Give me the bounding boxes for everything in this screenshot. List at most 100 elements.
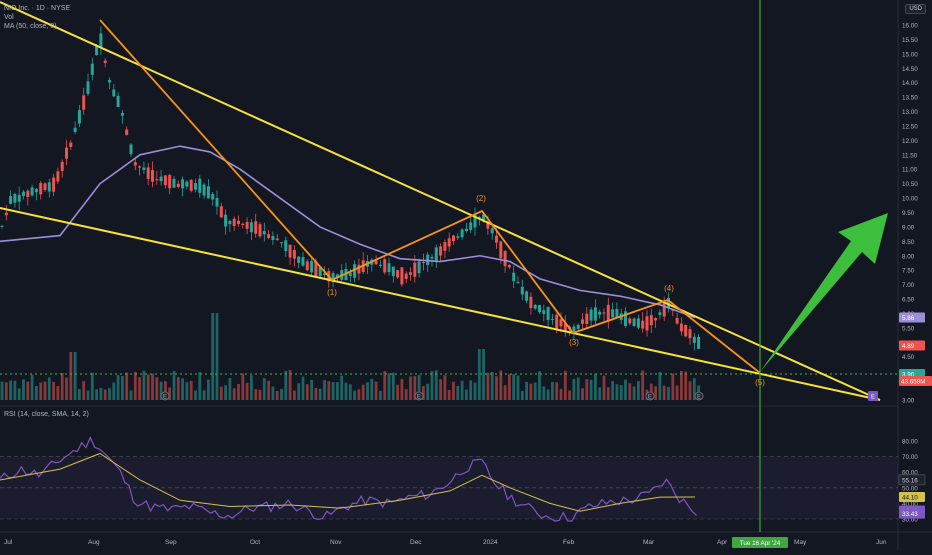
candle-body — [593, 307, 597, 321]
volume-bar — [563, 370, 567, 400]
candle-body — [520, 286, 524, 295]
price-tick-label: 5.50 — [902, 325, 915, 332]
candle-body — [163, 175, 167, 186]
volume-bar — [516, 375, 520, 400]
candle-body — [194, 182, 197, 190]
price-tick-label: 13.00 — [902, 109, 918, 116]
candle-body — [301, 257, 305, 266]
price-tick-label: 12.00 — [902, 138, 918, 145]
earnings-marker-label: E — [697, 395, 701, 401]
candle-body — [335, 274, 339, 278]
volume-bar — [56, 386, 60, 400]
candle-body — [90, 63, 94, 75]
candle-body — [133, 162, 137, 166]
candle-body — [679, 323, 683, 332]
time-axis-label: Feb — [563, 539, 575, 546]
volume-bar — [477, 349, 481, 400]
candle-body — [684, 325, 688, 337]
candle-body — [667, 297, 670, 308]
volume-bar — [22, 379, 25, 400]
volume-bar — [108, 388, 111, 400]
volume-bar — [460, 380, 464, 400]
volume-bar — [675, 385, 679, 400]
volume-bar — [60, 372, 64, 400]
volume-bar — [146, 374, 150, 400]
volume-bar — [400, 379, 404, 400]
volume-bar — [396, 384, 399, 400]
volume-bar — [559, 388, 563, 400]
candle-body — [275, 238, 279, 241]
volume-bar — [52, 381, 55, 400]
volume-bar — [465, 389, 468, 400]
volume-bar — [684, 371, 688, 400]
volume-bar — [551, 381, 554, 400]
volume-bar — [688, 381, 692, 400]
rsi-badge — [899, 492, 925, 503]
rsi-legend[interactable]: RSI (14, close, SMA, 14, 2) — [4, 411, 89, 418]
volume-legend[interactable]: Vol — [4, 14, 14, 21]
candle-body — [563, 323, 567, 332]
candle-body — [232, 218, 236, 226]
candle-body — [469, 222, 473, 230]
volume-bar — [310, 379, 313, 400]
rsi-line — [0, 435, 697, 522]
candle-body — [615, 308, 619, 318]
volume-bar — [13, 380, 17, 400]
candle-body — [138, 166, 142, 168]
candle-body — [13, 194, 17, 203]
candle-body — [310, 261, 314, 273]
volume-bar — [508, 374, 511, 400]
candle-body — [151, 170, 154, 182]
volume-bar — [181, 378, 184, 400]
symbol-legend[interactable]: NIO Inc. · 1D · NYSE — [4, 5, 71, 12]
volume-bar — [340, 375, 344, 400]
price-badge — [899, 312, 925, 323]
volume-bar — [228, 377, 232, 400]
candle-body — [654, 318, 658, 321]
volume-bar — [637, 381, 640, 400]
volume-badge — [899, 376, 932, 386]
volume-bar — [95, 389, 98, 400]
volume-bar — [680, 370, 683, 400]
candle-body — [237, 220, 240, 225]
candle-body — [555, 314, 559, 329]
candle-body — [624, 311, 627, 326]
volume-bar — [490, 371, 494, 400]
candle-body — [95, 45, 99, 56]
volume-bar — [434, 370, 438, 400]
candle-body — [503, 250, 507, 267]
time-axis-label: 2024 — [483, 539, 498, 546]
volume-bar — [525, 381, 528, 400]
volume-bar — [323, 380, 326, 400]
volume-bar — [667, 387, 670, 400]
candle-body — [439, 246, 443, 256]
volume-bar — [379, 390, 382, 400]
rsi-tick-label: 70.00 — [902, 454, 918, 461]
candle-body — [254, 221, 258, 234]
candle-body — [65, 147, 68, 159]
candle-body — [546, 307, 550, 321]
candle-body — [559, 319, 563, 327]
currency-button[interactable]: USD — [905, 4, 926, 14]
rsi-tick-label: 40.00 — [902, 501, 918, 508]
volume-bar — [219, 386, 223, 400]
candle-body — [142, 167, 146, 170]
volume-bar — [473, 382, 477, 400]
candle-body — [434, 247, 438, 261]
candle-body — [43, 183, 47, 190]
time-axis-label: Sep — [165, 539, 177, 546]
candle-body — [602, 312, 606, 314]
volume-bar — [361, 384, 365, 400]
candle-body — [129, 144, 133, 155]
candle-body — [507, 264, 511, 268]
ma-legend[interactable]: MA (50, close, 0) — [4, 23, 57, 30]
wave-label-2: (2) — [476, 194, 486, 203]
price-badge-label: 3.90 — [902, 372, 915, 379]
volume-bar — [576, 377, 580, 400]
volume-bar — [632, 386, 636, 400]
target-earnings-label: E — [871, 395, 875, 401]
candle-body — [477, 216, 481, 218]
volume-bar — [4, 382, 8, 400]
